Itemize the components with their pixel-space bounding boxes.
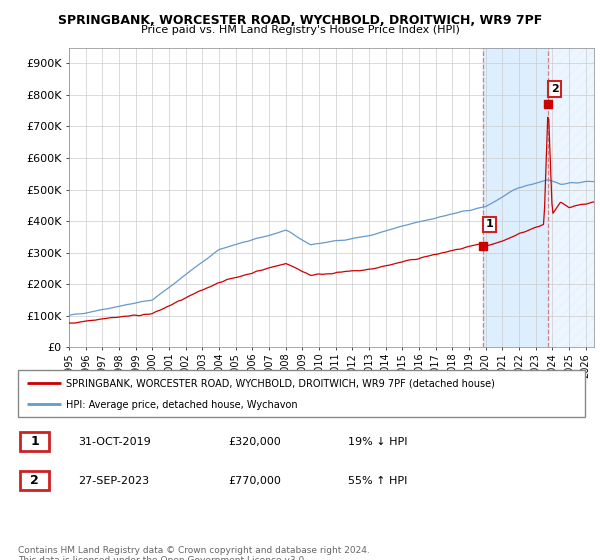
Text: SPRINGBANK, WORCESTER ROAD, WYCHBOLD, DROITWICH, WR9 7PF (detached house): SPRINGBANK, WORCESTER ROAD, WYCHBOLD, DR… bbox=[66, 379, 495, 389]
Text: 31-OCT-2019: 31-OCT-2019 bbox=[78, 437, 151, 447]
Text: Contains HM Land Registry data © Crown copyright and database right 2024.
This d: Contains HM Land Registry data © Crown c… bbox=[18, 546, 370, 560]
Text: 1: 1 bbox=[485, 220, 493, 230]
Text: Price paid vs. HM Land Registry's House Price Index (HPI): Price paid vs. HM Land Registry's House … bbox=[140, 25, 460, 35]
Text: £770,000: £770,000 bbox=[228, 476, 281, 486]
Text: £320,000: £320,000 bbox=[228, 437, 281, 447]
Text: 2: 2 bbox=[551, 84, 559, 94]
Text: 1: 1 bbox=[30, 435, 39, 448]
Text: 2: 2 bbox=[30, 474, 39, 487]
Text: 55% ↑ HPI: 55% ↑ HPI bbox=[348, 476, 407, 486]
Bar bbox=[483, 48, 548, 347]
Text: 19% ↓ HPI: 19% ↓ HPI bbox=[348, 437, 407, 447]
Text: 27-SEP-2023: 27-SEP-2023 bbox=[78, 476, 149, 486]
Text: HPI: Average price, detached house, Wychavon: HPI: Average price, detached house, Wych… bbox=[66, 400, 298, 410]
Bar bbox=[548, 48, 600, 347]
Text: SPRINGBANK, WORCESTER ROAD, WYCHBOLD, DROITWICH, WR9 7PF: SPRINGBANK, WORCESTER ROAD, WYCHBOLD, DR… bbox=[58, 14, 542, 27]
